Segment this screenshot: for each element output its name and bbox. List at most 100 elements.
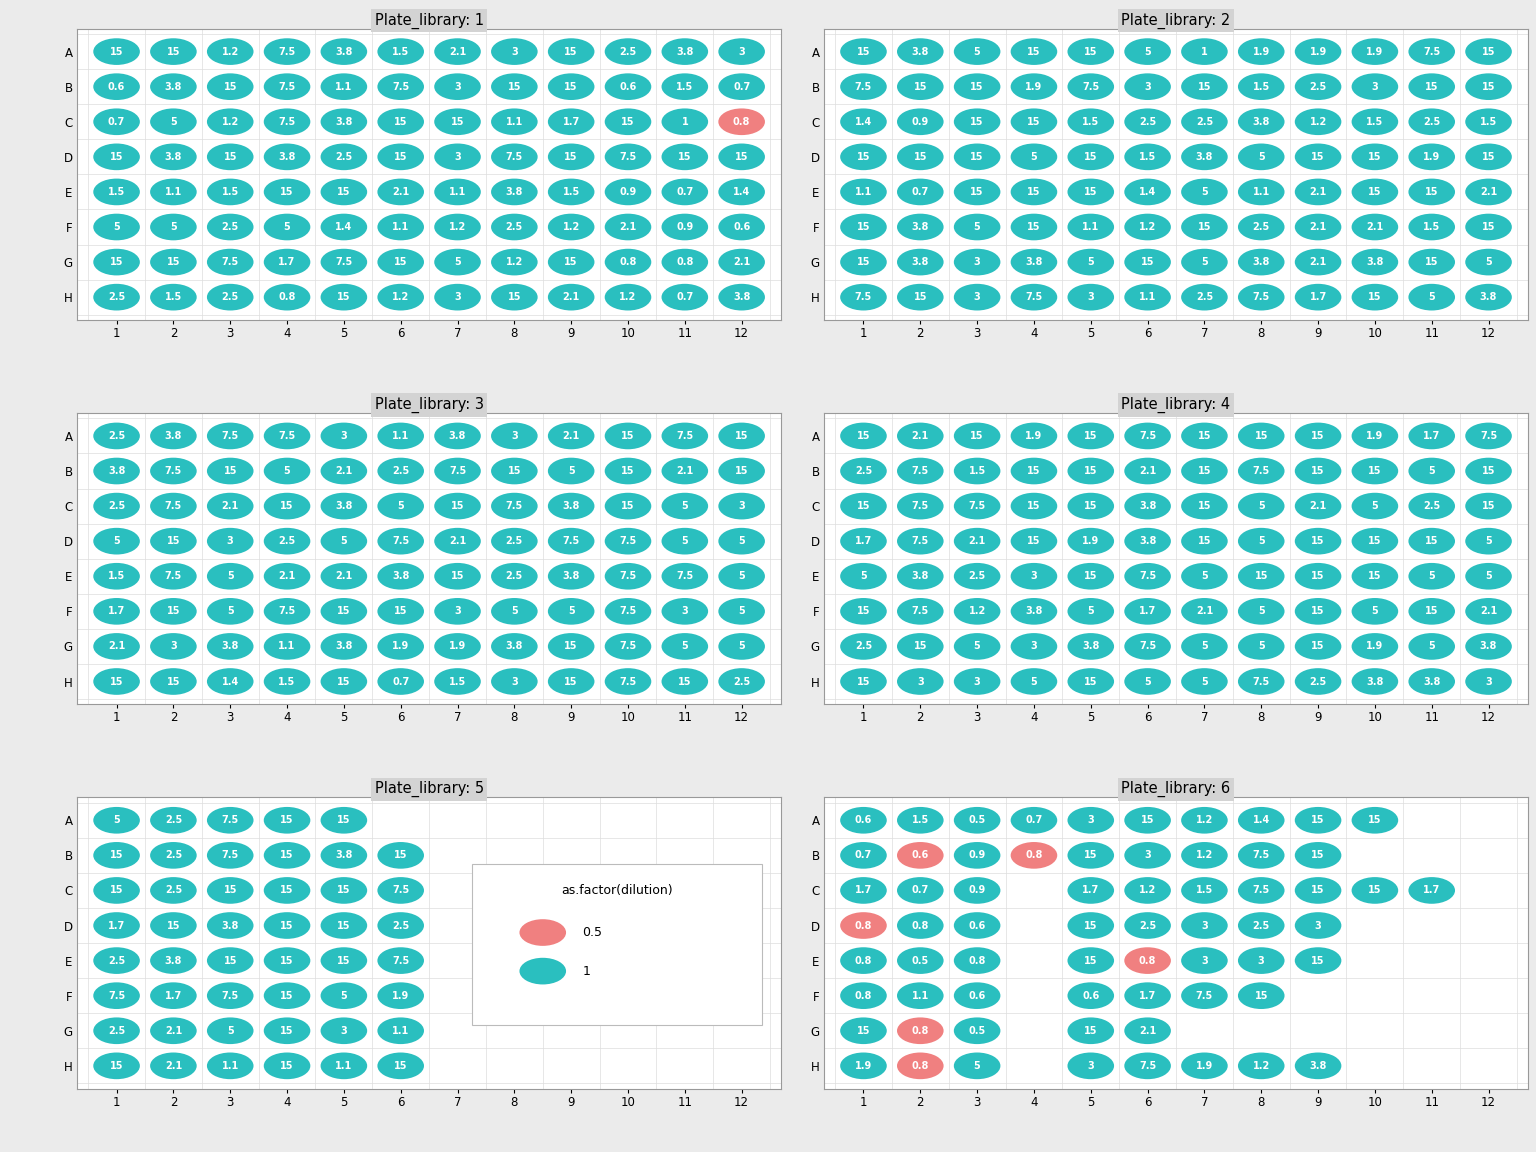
Text: 1.1: 1.1 (335, 1061, 352, 1071)
Text: 1.1: 1.1 (335, 82, 352, 92)
Text: 15: 15 (111, 850, 123, 861)
Text: 5: 5 (1087, 257, 1094, 267)
Text: 5: 5 (1485, 571, 1491, 582)
Text: 15: 15 (857, 606, 871, 616)
Ellipse shape (519, 957, 567, 985)
Text: 1.1: 1.1 (392, 431, 409, 441)
Text: 7.5: 7.5 (856, 82, 872, 92)
Ellipse shape (1011, 74, 1057, 100)
Text: 15: 15 (1028, 46, 1041, 56)
Text: 15: 15 (971, 431, 985, 441)
Text: 1.1: 1.1 (278, 642, 295, 651)
Text: 1.5: 1.5 (1140, 152, 1157, 161)
Ellipse shape (1181, 213, 1227, 241)
Ellipse shape (1124, 668, 1170, 695)
Text: 3.8: 3.8 (676, 46, 694, 56)
Text: 15: 15 (1198, 222, 1212, 232)
Ellipse shape (1465, 213, 1511, 241)
Text: 15: 15 (621, 116, 634, 127)
Ellipse shape (321, 74, 367, 100)
Ellipse shape (840, 74, 886, 100)
Ellipse shape (321, 1053, 367, 1079)
Text: 15: 15 (1369, 467, 1382, 476)
Text: 15: 15 (1369, 152, 1382, 161)
Text: 0.8: 0.8 (733, 116, 750, 127)
Ellipse shape (548, 563, 594, 590)
Ellipse shape (1124, 842, 1170, 869)
Text: 7.5: 7.5 (278, 431, 295, 441)
Text: 3.8: 3.8 (1195, 152, 1213, 161)
Text: 7.5: 7.5 (1026, 293, 1043, 302)
Ellipse shape (840, 249, 886, 275)
Ellipse shape (897, 74, 943, 100)
Text: 3.8: 3.8 (1252, 257, 1270, 267)
Ellipse shape (435, 213, 481, 241)
Text: 2.5: 2.5 (505, 222, 522, 232)
Ellipse shape (840, 457, 886, 484)
Ellipse shape (207, 179, 253, 205)
Text: 0.5: 0.5 (912, 956, 929, 965)
Ellipse shape (94, 947, 140, 973)
Ellipse shape (1011, 213, 1057, 241)
Text: 5: 5 (974, 642, 980, 651)
Text: 5: 5 (974, 46, 980, 56)
Ellipse shape (1465, 108, 1511, 135)
Text: 3: 3 (455, 152, 461, 161)
Ellipse shape (840, 842, 886, 869)
Text: 2.5: 2.5 (856, 467, 872, 476)
Text: 3: 3 (974, 257, 980, 267)
Text: 3.8: 3.8 (505, 187, 524, 197)
Text: 3: 3 (739, 46, 745, 56)
Ellipse shape (1465, 283, 1511, 311)
Text: 15: 15 (734, 467, 748, 476)
Text: 7.5: 7.5 (278, 46, 295, 56)
Ellipse shape (1238, 842, 1284, 869)
Text: 1.9: 1.9 (1366, 431, 1384, 441)
Text: 15: 15 (393, 116, 407, 127)
Ellipse shape (1295, 493, 1341, 520)
Text: 15: 15 (857, 46, 871, 56)
Text: 15: 15 (857, 222, 871, 232)
Text: 1.1: 1.1 (392, 222, 409, 232)
Ellipse shape (321, 806, 367, 834)
Ellipse shape (1465, 144, 1511, 170)
Ellipse shape (897, 912, 943, 939)
Text: 7.5: 7.5 (1479, 431, 1498, 441)
Text: 7.5: 7.5 (278, 116, 295, 127)
Text: 5: 5 (1258, 152, 1264, 161)
Ellipse shape (840, 1017, 886, 1044)
Text: 2.1: 2.1 (278, 571, 295, 582)
Ellipse shape (492, 144, 538, 170)
Ellipse shape (1011, 283, 1057, 311)
Text: 1.2: 1.2 (221, 116, 240, 127)
Ellipse shape (548, 249, 594, 275)
Ellipse shape (94, 1017, 140, 1044)
Ellipse shape (1011, 668, 1057, 695)
Text: 1.7: 1.7 (164, 991, 183, 1001)
Ellipse shape (719, 249, 765, 275)
Text: 5: 5 (1201, 676, 1207, 687)
Text: 1.2: 1.2 (221, 46, 240, 56)
Text: 5: 5 (1201, 571, 1207, 582)
Text: 0.8: 0.8 (968, 956, 986, 965)
Text: 2.5: 2.5 (1310, 676, 1327, 687)
Text: 5: 5 (682, 536, 688, 546)
Text: 2.1: 2.1 (1310, 222, 1327, 232)
Text: 1.7: 1.7 (1422, 886, 1441, 895)
Text: 15: 15 (1198, 501, 1212, 511)
Ellipse shape (94, 877, 140, 904)
Text: 5: 5 (682, 642, 688, 651)
Text: 1.1: 1.1 (449, 187, 465, 197)
Ellipse shape (1181, 493, 1227, 520)
Ellipse shape (207, 108, 253, 135)
Text: 1.4: 1.4 (1140, 187, 1157, 197)
Text: 15: 15 (111, 152, 123, 161)
Text: 1.5: 1.5 (1197, 886, 1213, 895)
Ellipse shape (94, 179, 140, 205)
Ellipse shape (264, 457, 310, 484)
Ellipse shape (1124, 598, 1170, 624)
Text: 3.8: 3.8 (278, 152, 296, 161)
Text: 15: 15 (1028, 116, 1041, 127)
Ellipse shape (662, 457, 708, 484)
Text: 2.1: 2.1 (221, 501, 240, 511)
